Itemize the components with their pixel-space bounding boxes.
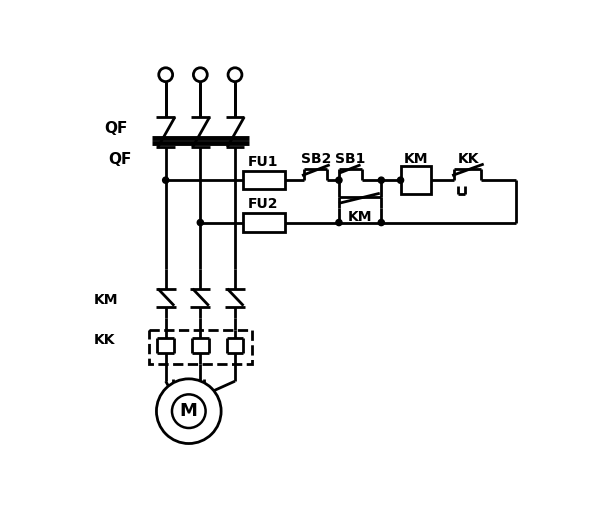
Circle shape [163, 177, 169, 183]
Circle shape [378, 177, 384, 183]
Text: SB2: SB2 [301, 152, 331, 166]
Circle shape [172, 394, 206, 428]
Circle shape [159, 68, 172, 82]
Text: QF: QF [108, 152, 131, 167]
Circle shape [378, 220, 384, 226]
Circle shape [336, 220, 342, 226]
Text: M: M [180, 402, 198, 420]
Circle shape [228, 68, 242, 82]
Bar [243, 171, 285, 190]
Text: KK: KK [457, 152, 479, 166]
Circle shape [336, 177, 342, 183]
Circle shape [157, 379, 221, 444]
Text: ~: ~ [195, 62, 206, 75]
Text: FU2: FU2 [248, 197, 279, 211]
Text: KM: KM [94, 293, 119, 307]
Text: FU1: FU1 [248, 155, 279, 169]
Circle shape [197, 220, 203, 226]
Circle shape [194, 68, 208, 82]
Text: SB1: SB1 [335, 152, 365, 166]
Text: QF: QF [104, 121, 127, 136]
Bar [149, 331, 252, 364]
Text: KK: KK [94, 333, 116, 347]
Circle shape [397, 177, 404, 183]
Text: KM: KM [348, 210, 373, 224]
Bar [401, 166, 431, 194]
Text: KM: KM [404, 152, 428, 166]
Bar [243, 213, 285, 232]
